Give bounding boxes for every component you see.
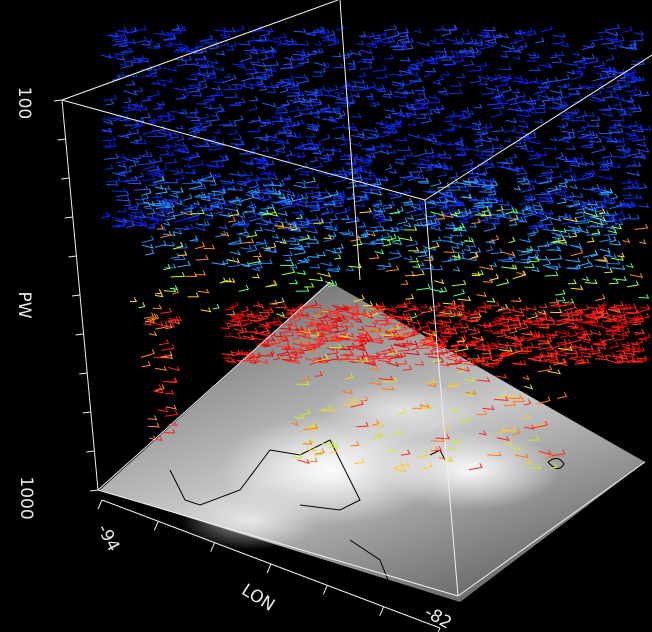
visualization: 100 PW 1000 -94 LON -82 (0, 0, 652, 632)
vertical-axis-title: PW (14, 291, 34, 318)
page: {"axes": {"vertical": {"top": "100", "la… (0, 0, 652, 632)
vertical-axis-top: 100 (14, 87, 34, 119)
vertical-axis-bottom: 1000 (16, 476, 36, 519)
